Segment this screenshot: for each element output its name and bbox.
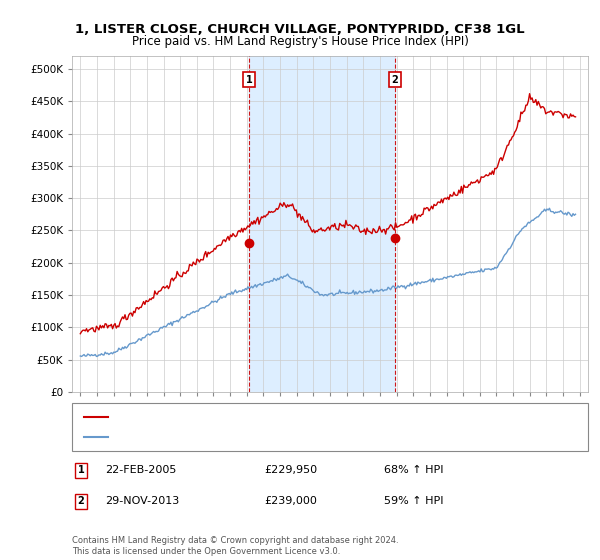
Text: 1: 1 bbox=[77, 465, 85, 475]
Text: HPI: Average price, detached house, Rhondda Cynon Taf: HPI: Average price, detached house, Rhon… bbox=[114, 432, 389, 442]
Text: Contains HM Land Registry data © Crown copyright and database right 2024.
This d: Contains HM Land Registry data © Crown c… bbox=[72, 536, 398, 556]
Text: 2: 2 bbox=[392, 74, 398, 85]
Text: 1, LISTER CLOSE, CHURCH VILLAGE, PONTYPRIDD, CF38 1GL (detached house): 1, LISTER CLOSE, CHURCH VILLAGE, PONTYPR… bbox=[114, 412, 499, 422]
Text: 1: 1 bbox=[245, 74, 253, 85]
Text: £239,000: £239,000 bbox=[264, 496, 317, 506]
Text: £229,950: £229,950 bbox=[264, 465, 317, 475]
Text: 2: 2 bbox=[77, 496, 85, 506]
Text: 29-NOV-2013: 29-NOV-2013 bbox=[105, 496, 179, 506]
Text: Price paid vs. HM Land Registry's House Price Index (HPI): Price paid vs. HM Land Registry's House … bbox=[131, 35, 469, 48]
Text: 68% ↑ HPI: 68% ↑ HPI bbox=[384, 465, 443, 475]
Bar bbox=[249, 56, 395, 392]
Text: 1, LISTER CLOSE, CHURCH VILLAGE, PONTYPRIDD, CF38 1GL: 1, LISTER CLOSE, CHURCH VILLAGE, PONTYPR… bbox=[75, 24, 525, 36]
Text: 22-FEB-2005: 22-FEB-2005 bbox=[105, 465, 176, 475]
Text: 59% ↑ HPI: 59% ↑ HPI bbox=[384, 496, 443, 506]
